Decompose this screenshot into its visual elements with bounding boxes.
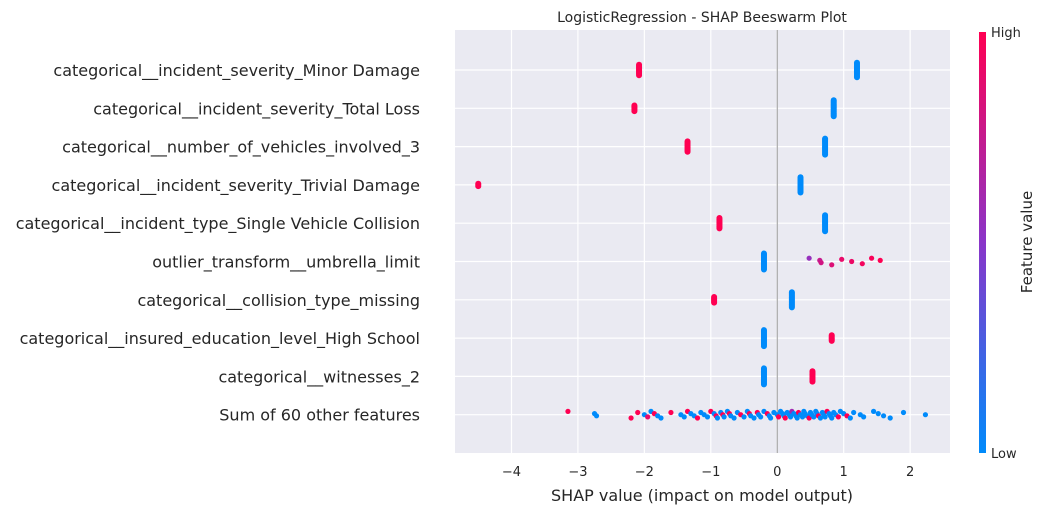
shap-point <box>794 415 800 421</box>
shap-point <box>714 415 721 421</box>
shap-point <box>870 408 877 414</box>
shap-point <box>694 415 701 421</box>
shap-point <box>875 411 881 417</box>
shap-point <box>760 266 767 273</box>
shap-point <box>704 414 711 420</box>
feature-label: categorical__incident_type_Single Vehicl… <box>16 214 420 234</box>
shap-point <box>741 414 747 420</box>
colorbar-high-label: High <box>991 26 1021 41</box>
shap-point <box>593 413 600 419</box>
chart-title: LogisticRegression - SHAP Beeswarm Plot <box>557 10 847 26</box>
shap-point <box>829 415 835 421</box>
shap-point <box>684 148 691 155</box>
feature-label: categorical__number_of_vehicles_involved… <box>62 138 420 158</box>
x-tick-label: 2 <box>906 465 914 480</box>
feature-label: categorical__insured_education_level_Hig… <box>20 329 420 349</box>
shap-point <box>631 108 638 115</box>
shap-point <box>822 228 829 235</box>
shap-point <box>788 304 795 311</box>
shap-point <box>475 183 482 190</box>
shap-point <box>668 409 674 416</box>
shap-point <box>847 415 853 421</box>
shap-point <box>829 262 835 268</box>
x-tick-label: 1 <box>840 465 848 480</box>
x-tick-label: −1 <box>701 465 720 480</box>
feature-label: outlier_transform__umbrella_limit <box>152 253 420 273</box>
shap-point <box>811 414 817 420</box>
shap-point <box>758 414 764 420</box>
shap-point <box>868 255 875 261</box>
shap-point <box>817 415 824 421</box>
shap-point <box>731 415 737 421</box>
feature-label: categorical__incident_severity_Total Los… <box>93 99 420 119</box>
shap-point <box>859 261 865 267</box>
shap-point <box>721 414 727 420</box>
feature-rows: categorical__incident_severity_Minor Dam… <box>16 59 929 425</box>
colorbar <box>979 32 986 453</box>
feature-label: Sum of 60 other features <box>219 406 420 425</box>
shap-point <box>635 409 641 416</box>
shap-point <box>861 414 867 420</box>
shap-point <box>775 414 782 420</box>
x-tick-label: −2 <box>635 465 654 480</box>
shap-point <box>658 415 664 421</box>
shap-point <box>839 256 845 262</box>
shap-point <box>835 414 841 420</box>
feature-label: categorical__witnesses_2 <box>218 367 420 387</box>
shap-point <box>636 72 643 79</box>
shap-point <box>628 415 634 421</box>
shap-point <box>849 258 855 265</box>
shap-point <box>787 414 794 420</box>
shap-point <box>822 151 829 158</box>
shap-point <box>900 409 907 416</box>
shap-point <box>565 408 571 414</box>
feature-label: categorical__collision_type_missing <box>137 291 420 311</box>
shap-point <box>887 415 893 421</box>
x-tick-label: −3 <box>568 465 587 480</box>
shap-point <box>877 257 883 263</box>
shap-point <box>711 299 718 306</box>
colorbar-low-label: Low <box>991 447 1017 462</box>
x-tick-label: −4 <box>502 465 521 480</box>
shap-point <box>782 415 788 421</box>
shap-point <box>760 381 767 388</box>
plot-background <box>455 30 950 453</box>
shap-point <box>681 414 687 420</box>
shap-point <box>818 260 824 266</box>
shap-point <box>828 337 835 344</box>
shap-point <box>716 225 723 232</box>
x-tick-label: 0 <box>773 465 781 480</box>
colorbar-title: Feature value <box>1018 191 1036 293</box>
shap-point <box>822 414 828 420</box>
shap-point <box>797 189 804 196</box>
shap-point <box>751 415 757 421</box>
shap-point <box>645 414 651 420</box>
shap-point <box>851 409 857 416</box>
shap-point <box>760 343 767 350</box>
shap-point <box>922 412 929 418</box>
feature-label: categorical__incident_severity_Trivial D… <box>52 176 420 196</box>
feature-label: categorical__incident_severity_Minor Dam… <box>53 61 420 81</box>
shap-point <box>880 413 887 419</box>
shap-point <box>768 415 774 421</box>
shap-point <box>806 255 812 261</box>
shap-point <box>809 378 816 385</box>
shap-point <box>853 74 860 81</box>
shap-point <box>830 113 837 120</box>
x-axis-label: SHAP value (impact on model output) <box>551 486 853 505</box>
x-axis-ticks: −4 −3 −2 −1 0 1 2 <box>502 465 914 480</box>
